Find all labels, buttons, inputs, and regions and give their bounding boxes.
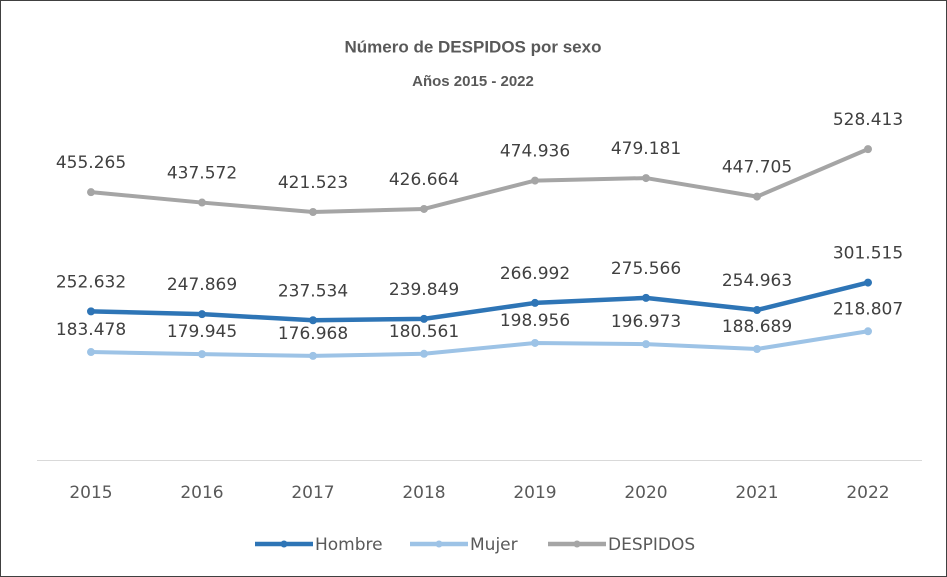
data-label: 247.869: [167, 275, 237, 295]
data-point: [642, 174, 650, 183]
data-label: 528.413: [833, 110, 903, 130]
data-label: 254.963: [722, 271, 792, 291]
data-label: 474.936: [500, 142, 570, 162]
data-label: 196.973: [611, 312, 681, 332]
data-point: [309, 316, 317, 325]
data-label: 437.572: [167, 164, 237, 184]
data-label: 447.705: [722, 158, 792, 178]
data-label: 426.664: [389, 170, 459, 190]
data-point: [753, 344, 761, 353]
chart-title: Número de DESPIDOS por sexo: [345, 37, 602, 56]
data-label: 183.478: [56, 320, 126, 340]
data-label: 198.956: [500, 311, 570, 331]
data-point: [87, 348, 95, 357]
data-label: 252.632: [56, 272, 126, 292]
data-label: 301.515: [833, 244, 903, 264]
legend-label: DESPIDOS: [608, 535, 695, 555]
data-label: 237.534: [278, 281, 348, 301]
series-line: [90, 280, 869, 323]
x-tick-label: 2020: [624, 483, 667, 503]
data-label: 275.566: [611, 259, 681, 279]
data-point: [87, 307, 95, 316]
data-point: [753, 305, 761, 314]
x-tick-label: 2022: [846, 483, 889, 503]
data-point: [531, 338, 539, 347]
x-tick-label: 2021: [735, 483, 778, 503]
data-point: [864, 145, 872, 154]
x-tick-label: 2016: [180, 483, 223, 503]
data-point: [420, 204, 428, 213]
legend-label: Mujer: [470, 535, 518, 555]
data-point: [198, 310, 206, 319]
data-point: [531, 176, 539, 185]
x-tick-label: 2015: [69, 483, 112, 503]
data-label: 266.992: [500, 264, 570, 284]
data-label: 239.849: [389, 280, 459, 300]
legend-label: Hombre: [315, 535, 383, 555]
data-label: 479.181: [611, 139, 681, 159]
data-point: [531, 298, 539, 307]
data-point: [642, 340, 650, 349]
series-line: [90, 329, 869, 358]
data-point: [864, 327, 872, 336]
chart-subtitle: Años 2015 - 2022: [412, 73, 534, 90]
data-label: 421.523: [278, 173, 348, 193]
data-point: [309, 208, 317, 217]
data-point: [642, 293, 650, 302]
data-point: [87, 188, 95, 197]
data-point: [198, 198, 206, 207]
data-label: 218.807: [833, 299, 903, 319]
data-point: [420, 349, 428, 358]
legend-marker: [280, 540, 288, 548]
data-point: [309, 351, 317, 360]
data-label: 455.265: [56, 153, 126, 173]
x-tick-label: 2018: [402, 483, 445, 503]
data-point: [864, 278, 872, 287]
data-label: 180.561: [389, 322, 459, 342]
series-line: [90, 147, 869, 215]
x-tick-label: 2017: [291, 483, 334, 503]
data-label: 188.689: [722, 317, 792, 337]
data-point: [753, 192, 761, 201]
data-label: 179.945: [167, 322, 237, 342]
data-point: [198, 350, 206, 359]
legend-marker: [573, 540, 581, 548]
x-tick-label: 2019: [513, 483, 556, 503]
data-point: [420, 314, 428, 323]
data-label: 176.968: [278, 324, 348, 344]
legend-marker: [435, 540, 443, 548]
